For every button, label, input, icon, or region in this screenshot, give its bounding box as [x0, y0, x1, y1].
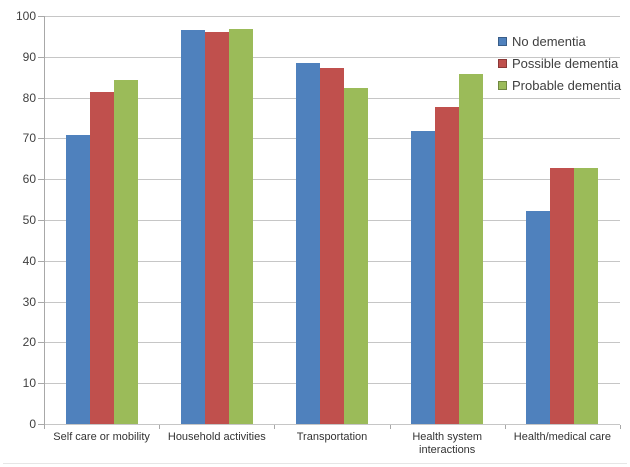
gridline-100	[44, 16, 620, 17]
legend-swatch-icon	[498, 36, 507, 46]
y-axis-tick-30	[38, 302, 44, 303]
bar-probable-dementia-self-care-or-mobility	[113, 79, 138, 424]
gridline-90	[44, 57, 620, 58]
bar-no-dementia-self-care-or-mobility	[65, 134, 90, 424]
x-axis-label-self-care-or-mobility: Self care or mobility	[53, 431, 150, 443]
bar-no-dementia-household-activities	[180, 30, 205, 424]
x-axis-tick-4	[505, 425, 506, 429]
bar-probable-dementia-household-activities	[228, 29, 253, 424]
x-axis-tick-2	[274, 425, 275, 429]
y-axis-tick-10	[38, 383, 44, 384]
y-axis-label-90: 90	[22, 50, 36, 64]
y-axis-tick-100	[38, 16, 44, 17]
y-axis-tick-20	[38, 342, 44, 343]
y-axis-label-20: 20	[22, 335, 36, 349]
y-axis-tick-60	[38, 179, 44, 180]
legend-item-probable-dementia: Probable dementia	[498, 75, 621, 95]
y-axis-tick-70	[38, 138, 44, 139]
y-axis-label-40: 40	[22, 254, 36, 268]
x-axis-tick-0	[44, 425, 45, 429]
bar-possible-dementia-transportation	[320, 67, 344, 424]
bar-possible-dementia-household-activities	[204, 31, 229, 424]
y-axis-tick-80	[38, 98, 44, 99]
y-axis-label-0: 0	[29, 417, 36, 431]
legend-item-possible-dementia: Possible dementia	[498, 53, 621, 73]
x-axis-label-household-activities: Household activities	[167, 431, 266, 443]
y-axis-line	[44, 16, 45, 425]
y-axis-label-30: 30	[22, 295, 36, 309]
bar-no-dementia-health-system-interactions	[411, 130, 436, 424]
legend-label: No dementia	[512, 33, 586, 49]
x-axis-label-transportation: Transportation	[296, 431, 368, 443]
gridline-0	[44, 424, 620, 425]
bar-probable-dementia-health-system-interactions	[459, 74, 484, 424]
x-axis-label-health-medical-care: Health/medical care	[513, 431, 611, 443]
legend-item-no-dementia: No dementia	[498, 31, 621, 51]
y-axis-label-60: 60	[22, 172, 36, 186]
y-axis-label-80: 80	[22, 91, 36, 105]
x-axis-label-health-system-interactions: Health system interactions	[412, 431, 483, 456]
legend: No dementia Possible dementia Probable dem…	[498, 31, 621, 97]
bar-possible-dementia-health-system-interactions	[435, 107, 460, 424]
y-axis-tick-40	[38, 261, 44, 262]
y-axis-tick-0	[38, 424, 44, 425]
legend-swatch-icon	[498, 80, 507, 90]
y-axis-label-100: 100	[15, 9, 36, 23]
y-axis-tick-50	[38, 220, 44, 221]
x-axis-tick-1	[159, 425, 160, 429]
chart-frame-edge	[3, 463, 627, 464]
y-axis-label-50: 50	[22, 213, 36, 227]
y-axis-tick-90	[38, 57, 44, 58]
legend-label: Probable dementia	[512, 77, 622, 93]
y-axis-label-10: 10	[22, 376, 36, 390]
bar-probable-dementia-health-medical-care	[574, 168, 599, 424]
bar-no-dementia-transportation	[296, 62, 320, 424]
legend-label: Possible dementia	[512, 55, 619, 71]
x-axis-tick-5	[620, 425, 621, 429]
bar-possible-dementia-self-care-or-mobility	[89, 92, 114, 424]
legend-swatch-icon	[498, 58, 507, 68]
bar-no-dementia-health-medical-care	[526, 211, 551, 424]
bar-probable-dementia-transportation	[344, 87, 368, 424]
y-axis-label-70: 70	[22, 131, 36, 145]
bar-possible-dementia-health-medical-care	[550, 167, 575, 424]
x-axis-tick-3	[390, 425, 391, 429]
